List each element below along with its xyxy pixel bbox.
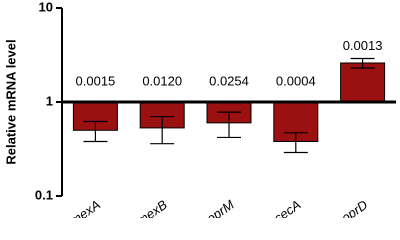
x-tick-label: mexB bbox=[134, 197, 170, 218]
annotation: 0.0254 bbox=[209, 73, 249, 88]
error-bar bbox=[150, 115, 175, 145]
chart: Relative mRNA level 0.1 1 10 0.0015 mexA 0.01… bbox=[3, 0, 396, 218]
y-axis-label: Relative mRNA level bbox=[3, 39, 18, 164]
error-bar bbox=[217, 111, 241, 139]
annotation: 0.0120 bbox=[142, 73, 182, 88]
annotation: 0.0013 bbox=[343, 38, 383, 53]
x-tick-label: mexA bbox=[67, 197, 103, 218]
x-tick-label: oprD bbox=[339, 197, 371, 218]
error-bar bbox=[350, 57, 375, 69]
y-tick-label: 0.1 bbox=[35, 187, 53, 202]
bar bbox=[340, 62, 386, 103]
x-tick-label: oprM bbox=[204, 197, 237, 218]
y-tick-label: 10 bbox=[39, 0, 53, 14]
annotation: 0.0015 bbox=[76, 73, 116, 88]
x-tick-label: secA bbox=[271, 197, 303, 218]
annotation: 0.0004 bbox=[276, 73, 316, 88]
y-tick-label: 1 bbox=[46, 93, 53, 108]
error-bar bbox=[83, 120, 108, 143]
error-bar bbox=[283, 132, 308, 154]
